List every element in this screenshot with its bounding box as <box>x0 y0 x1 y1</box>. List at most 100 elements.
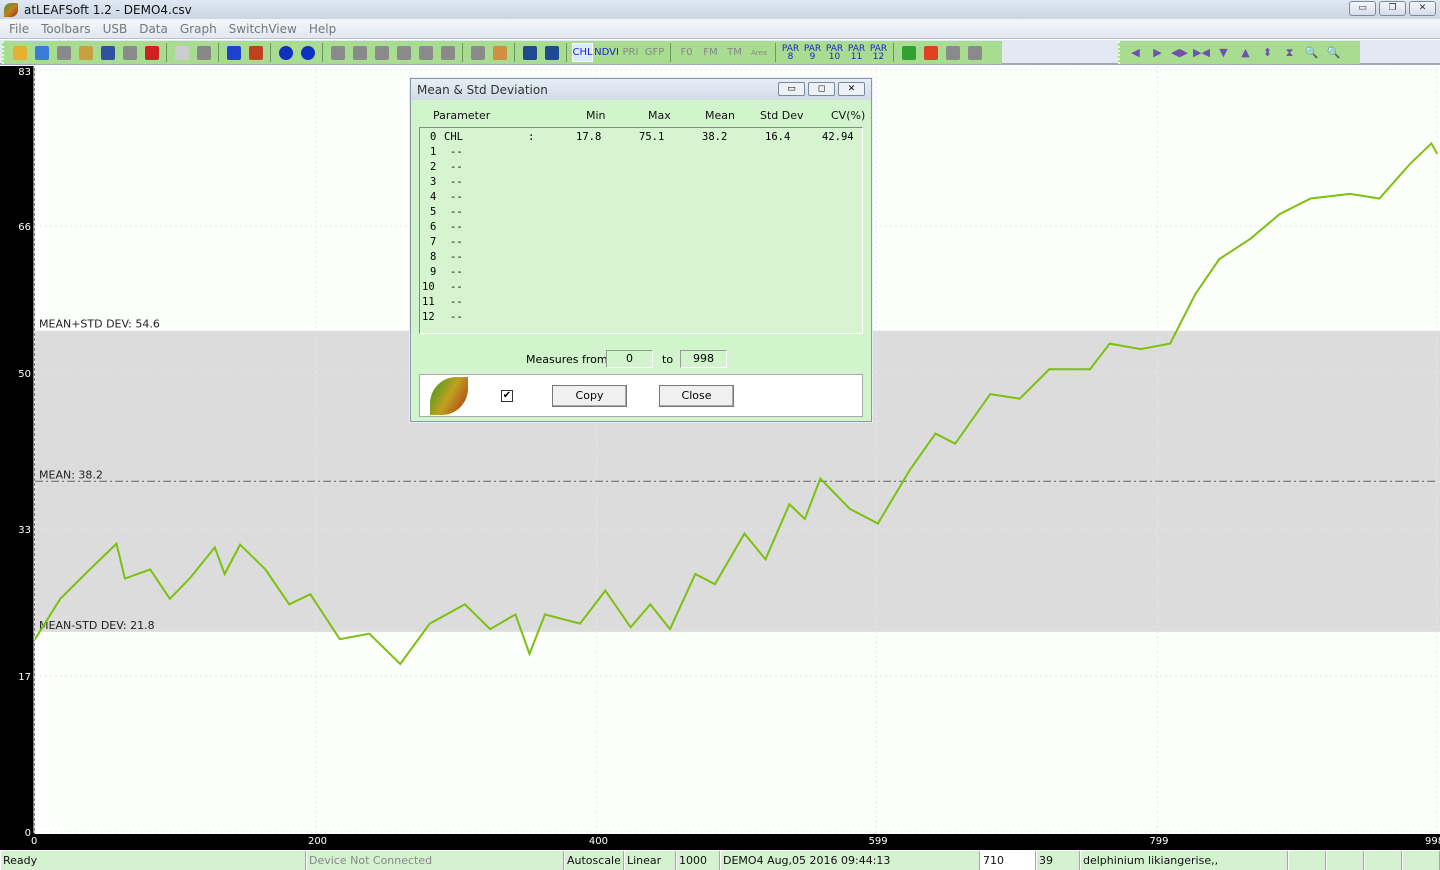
par-8-button[interactable]: PAR 8 <box>781 43 800 62</box>
save-icon[interactable] <box>98 43 117 62</box>
list-icon[interactable] <box>520 43 539 62</box>
copy-button[interactable]: Copy <box>552 385 627 407</box>
list-item[interactable]: 0 CHL: 17.8 75.1 38.2 16.4 42.94 <box>420 131 862 146</box>
export-icon[interactable] <box>120 43 139 62</box>
list-item[interactable]: 8 -- <box>420 251 862 266</box>
open-csv-icon[interactable] <box>32 43 51 62</box>
param-f0-button[interactable]: F0 <box>680 46 693 58</box>
param-icon[interactable] <box>468 43 487 62</box>
arrow-right-icon[interactable]: ▶ <box>1153 45 1162 59</box>
param-tm-button[interactable]: TM <box>727 46 742 58</box>
dialog-maximize-button[interactable]: ◻ <box>808 82 835 96</box>
list-item[interactable]: 6 -- <box>420 221 862 236</box>
cell-name: -- <box>450 296 463 308</box>
menu-help[interactable]: Help <box>308 21 337 36</box>
list-item[interactable]: 10 -- <box>420 281 862 296</box>
list-item[interactable]: 7 -- <box>420 236 862 251</box>
par-12-button[interactable]: PAR 12 <box>869 43 888 62</box>
list-item[interactable]: 9 -- <box>420 266 862 281</box>
data-point <box>309 593 312 596</box>
list-item[interactable]: 1 -- <box>420 146 862 161</box>
dialog-minimize-button[interactable]: ▭ <box>778 82 805 96</box>
zoom-in-icon[interactable]: 🔍 <box>1304 45 1319 59</box>
col-max: Max <box>648 109 671 122</box>
col-parameter: Parameter <box>433 109 491 122</box>
par-11-button[interactable]: PAR 11 <box>847 43 866 62</box>
delete-icon[interactable] <box>142 43 161 62</box>
measures-to-input[interactable]: 998 <box>680 350 727 368</box>
par-10-button[interactable]: PAR 10 <box>825 43 844 62</box>
device-4-icon[interactable] <box>394 43 413 62</box>
menu-data[interactable]: Data <box>139 21 168 36</box>
device-1-icon[interactable] <box>328 43 347 62</box>
stats-list[interactable]: 0 CHL: 17.8 75.1 38.2 16.4 42.94 1 -- 2 -- 3 -- 4 -- 5 -… <box>419 127 863 334</box>
param-pri-button[interactable]: PRI <box>622 46 639 58</box>
mean-std-icon[interactable] <box>542 43 561 62</box>
shrink-vertical-icon[interactable]: ⧗ <box>1285 45 1294 59</box>
menu-switchview[interactable]: SwitchView <box>228 21 297 36</box>
open-folder-icon[interactable] <box>10 43 29 62</box>
zoom-fit-icon[interactable]: 🔍 <box>1326 45 1341 59</box>
device-3-icon[interactable] <box>372 43 391 62</box>
param-chl-button[interactable]: CHL <box>572 43 593 62</box>
chart-bars-icon[interactable] <box>921 43 940 62</box>
toolbar-separator <box>166 43 167 62</box>
print-preview-icon[interactable] <box>172 43 191 62</box>
chart-area[interactable]: 017335066830200400599799998MEAN+STD DEV:… <box>0 66 1440 850</box>
list-item[interactable]: 12 -- <box>420 311 862 326</box>
print-icon[interactable] <box>194 43 213 62</box>
toolbar-separator <box>670 43 671 62</box>
list-item[interactable]: 11 -- <box>420 296 862 311</box>
device-6-icon[interactable] <box>438 43 457 62</box>
hourglass-icon[interactable] <box>943 43 962 62</box>
list-item[interactable]: 5 -- <box>420 206 862 221</box>
help-icon[interactable] <box>298 43 317 62</box>
arrow-up-icon[interactable]: ▲ <box>1241 45 1250 59</box>
device-2-icon[interactable] <box>350 43 369 62</box>
par-9-button[interactable]: PAR 9 <box>803 43 822 62</box>
cell-name: -- <box>450 221 463 233</box>
data-point <box>124 577 126 580</box>
info-icon-glyph <box>278 45 293 60</box>
checkbox[interactable]: ✔ <box>501 390 513 402</box>
minimize-button[interactable]: ▭ <box>1349 1 1376 16</box>
menu-usb[interactable]: USB <box>102 21 128 36</box>
data-point <box>934 432 937 435</box>
param-gfp-button[interactable]: GFP <box>644 46 665 58</box>
menu-file[interactable]: File <box>9 21 30 36</box>
menu-graph[interactable]: Graph <box>179 21 217 36</box>
info-icon[interactable] <box>276 43 295 62</box>
cell-idx: 0 <box>430 131 437 143</box>
device-5-icon[interactable] <box>416 43 435 62</box>
expand-horizontal-icon[interactable]: ◀▶ <box>1171 45 1188 59</box>
serial-port-icon[interactable] <box>224 43 243 62</box>
help-folder-icon[interactable] <box>76 43 95 62</box>
list-item[interactable]: 2 -- <box>420 161 862 176</box>
status-field: Linear <box>624 851 676 870</box>
param-area-button[interactable]: Area <box>750 48 768 57</box>
list-item[interactable]: 4 -- <box>420 191 862 206</box>
list-item[interactable]: 3 -- <box>420 176 862 191</box>
expand-vertical-icon[interactable]: ⬍ <box>1262 45 1273 59</box>
arrow-down-icon[interactable]: ▼ <box>1219 45 1228 59</box>
close-dialog-button[interactable]: Close <box>659 385 734 407</box>
target-icon[interactable] <box>490 43 509 62</box>
arrow-left-icon[interactable]: ◀ <box>1131 45 1140 59</box>
settings-wheel-icon[interactable] <box>54 43 73 62</box>
menu-toolbars[interactable]: Toolbars <box>41 21 91 36</box>
param-ndvi-button[interactable]: NDVI <box>594 46 619 58</box>
restore-button[interactable]: ❐ <box>1379 1 1406 16</box>
weight-icon[interactable] <box>965 43 984 62</box>
cell-idx: 11 <box>422 296 435 308</box>
par-label: 8 <box>787 51 794 62</box>
close-button[interactable]: ✕ <box>1409 1 1436 16</box>
tools-icon[interactable] <box>246 43 265 62</box>
data-point <box>743 532 746 535</box>
param-fm-button[interactable]: FM <box>703 46 718 58</box>
x-tick-label: 799 <box>1149 836 1168 847</box>
toolbar-separator <box>322 43 323 62</box>
shrink-horizontal-icon[interactable]: ▶◀ <box>1193 45 1210 59</box>
flag-icon[interactable] <box>899 43 918 62</box>
measures-from-input[interactable]: 0 <box>606 350 653 368</box>
dialog-close-button[interactable]: ✕ <box>838 82 865 96</box>
